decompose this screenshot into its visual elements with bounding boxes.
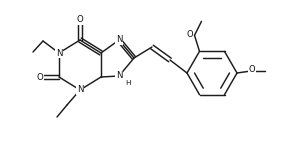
Text: O: O: [37, 72, 43, 81]
Text: N: N: [116, 36, 122, 45]
Text: O: O: [77, 15, 83, 24]
Text: O: O: [186, 30, 193, 39]
Text: N: N: [56, 48, 62, 57]
Text: O: O: [249, 66, 255, 75]
Text: N: N: [116, 72, 122, 81]
Text: N: N: [77, 85, 83, 94]
Text: H: H: [125, 80, 131, 86]
